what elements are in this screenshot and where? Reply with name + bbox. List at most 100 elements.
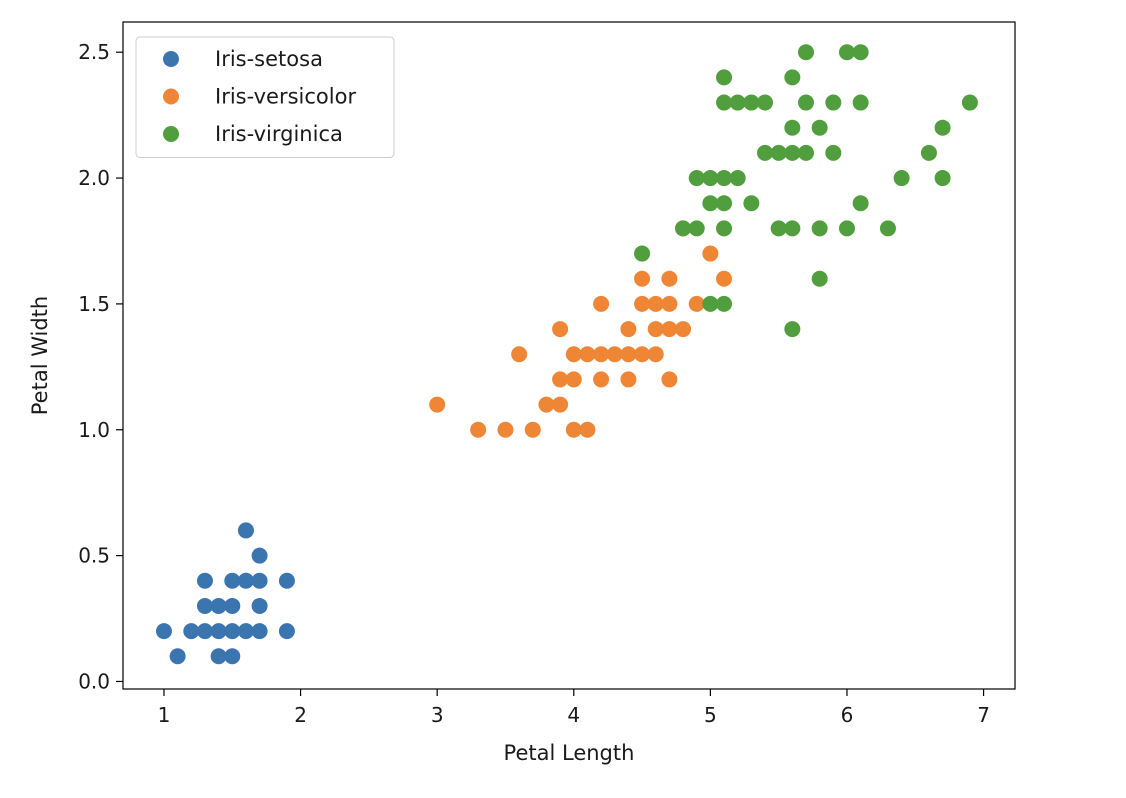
x-axis-label: Petal Length [504,741,635,765]
data-point [634,270,651,287]
data-point [552,371,569,388]
data-point [579,421,596,438]
y-tick-label: 2.5 [78,40,110,64]
legend-item: Iris-virginica [163,122,343,146]
data-point [811,270,828,287]
legend-marker [163,126,179,142]
data-point [757,94,774,111]
data-point [961,94,978,111]
legend-label: Iris-setosa [215,47,323,71]
y-axis-label: Petal Width [28,296,52,415]
data-point [798,94,814,111]
data-point [743,94,760,111]
data-point [210,597,227,614]
data-point [224,597,241,614]
data-point [224,648,241,665]
data-point [675,220,692,237]
data-point [716,170,733,187]
data-point [784,119,801,136]
data-point [210,623,227,640]
data-point [661,321,678,338]
x-tick-label: 2 [294,703,307,727]
data-point [497,421,514,438]
data-point [196,623,213,640]
data-point [620,371,637,388]
data-point [196,597,213,614]
x-tick-label: 4 [567,703,580,727]
data-point [606,346,623,363]
x-tick-label: 7 [977,703,990,727]
data-point [278,623,295,640]
plot-area [155,44,978,665]
series-1 [155,522,295,665]
data-point [743,195,760,212]
data-point [620,321,637,338]
data-point [838,220,855,237]
data-point [634,245,651,262]
data-point [620,346,637,363]
data-point [688,220,705,237]
data-point [798,144,814,161]
data-point [934,119,951,136]
series-3 [634,44,978,338]
x-tick-label: 6 [841,703,854,727]
data-point [716,270,733,287]
data-point [852,44,869,61]
legend-label: Iris-versicolor [215,85,356,109]
data-point [661,371,678,388]
data-point [811,119,828,136]
data-point [565,371,582,388]
data-point [183,623,200,640]
legend-label: Iris-virginica [215,122,343,146]
data-point [579,346,596,363]
x-tick-label: 3 [431,703,444,727]
data-point [251,623,268,640]
data-point [784,220,801,237]
data-point [647,321,664,338]
data-point [552,321,569,338]
data-point [716,94,733,111]
legend: Iris-setosa Iris-versicolor Iris-virginica [135,36,395,158]
data-point [237,623,254,640]
data-point [825,144,842,161]
data-point [716,195,733,212]
data-point [470,421,487,438]
data-point [237,572,254,589]
data-point [798,44,814,61]
legend-marker [163,51,179,67]
y-tick-label: 0.0 [78,669,110,693]
data-point [770,144,787,161]
data-point [251,597,268,614]
y-tick-label: 2.0 [78,166,110,190]
data-point [702,245,719,262]
data-point [716,69,733,86]
data-point [552,396,569,413]
data-point [661,295,678,312]
data-point [702,170,719,187]
data-point [210,648,227,665]
data-point [784,144,801,161]
data-point [825,94,842,111]
y-tick-label: 1.5 [78,292,110,316]
x-tick-label: 1 [158,703,171,727]
data-point [593,371,610,388]
data-point [770,220,787,237]
data-point [729,94,746,111]
data-point [838,44,855,61]
axes: 1 2 3 4 5 6 7 0.0 0.5 1.0 1.5 2.0 2.5 [78,21,1016,727]
data-point [757,144,774,161]
data-point [702,195,719,212]
legend-item: Iris-versicolor [163,85,356,109]
x-tick-label: 5 [704,703,717,727]
data-point [675,321,692,338]
data-point [251,572,268,589]
data-point [237,522,254,539]
data-point [716,220,733,237]
data-point [155,623,172,640]
data-point [634,346,651,363]
data-point [784,321,801,338]
axes-frame [122,21,1016,690]
data-point [852,195,869,212]
data-point [647,295,664,312]
